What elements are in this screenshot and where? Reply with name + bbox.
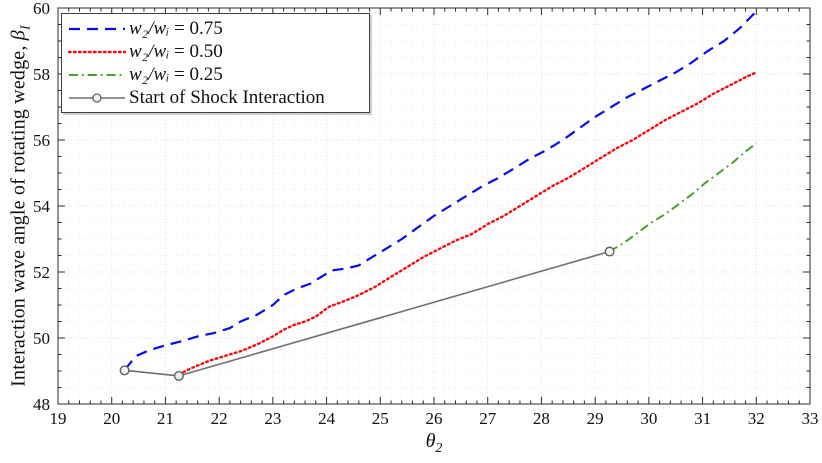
y-tick-label: 48 [33, 395, 50, 414]
x-axis-symbol-sub: 2 [435, 441, 443, 456]
x-tick-label: 24 [318, 409, 336, 428]
legend-item: w₂/wᵢ = 0.75 [68, 17, 369, 40]
x-tick-label: 22 [211, 409, 228, 428]
legend-line-sample [69, 73, 125, 76]
y-tick-label: 56 [33, 131, 50, 150]
x-tick-label: 33 [802, 409, 819, 428]
x-tick-label: 21 [157, 409, 174, 428]
y-tick-label: 52 [33, 263, 50, 282]
x-tick-label: 31 [694, 409, 711, 428]
legend-marker [92, 92, 102, 103]
x-tick-label: 29 [587, 409, 604, 428]
x-tick-label: 25 [372, 409, 389, 428]
tick-marks [57, 7, 811, 405]
legend-item: Start of Shock Interaction [68, 86, 369, 109]
y-tick-labels: 48 50 52 54 56 58 60 [33, 0, 51, 414]
legend-line-sample [68, 50, 126, 53]
y-axis-symbol-sub: I [18, 25, 34, 31]
y-tick-label: 60 [33, 0, 50, 18]
x-tick-label: 32 [748, 409, 765, 428]
y-axis-symbol: β [7, 30, 30, 41]
legend: w₂/wᵢ = 0.75 w₂/wᵢ = 0.50 w₂/wᵢ = 0.25 Star… [61, 13, 370, 113]
series-markers-4 [119, 246, 615, 381]
series-line-2 [177, 71, 758, 376]
x-tick-labels: 19 20 21 22 23 24 25 26 27 28 29 30 31 32 33 [50, 409, 819, 428]
x-axis-symbol: θ [425, 430, 436, 452]
legend-label: w₂/wᵢ = 0.25 [129, 63, 223, 85]
series-line-3 [609, 142, 757, 253]
x-tick-label: 30 [640, 409, 657, 428]
legend-item: w₂/wᵢ = 0.50 [68, 40, 369, 63]
data-marker [173, 370, 184, 381]
x-tick-label: 26 [426, 409, 443, 428]
x-tick-label: 19 [50, 409, 67, 428]
legend-label: Start of Shock Interaction [129, 86, 325, 108]
y-axis-label-text: Interaction wave angle of rotating wedge… [7, 40, 30, 387]
data-marker [119, 365, 130, 376]
x-tick-label: 20 [103, 409, 120, 428]
series-line-1 [124, 10, 758, 371]
legend-label: w₂/wᵢ = 0.75 [129, 17, 223, 39]
x-tick-label: 23 [264, 409, 281, 428]
legend-item: w₂/wᵢ = 0.25 [68, 63, 369, 86]
legend-label: w₂/wᵢ = 0.50 [129, 40, 223, 62]
y-tick-label: 54 [33, 197, 51, 216]
y-tick-label: 50 [33, 329, 50, 348]
x-tick-label: 28 [533, 409, 550, 428]
y-tick-label: 58 [33, 65, 50, 84]
y-axis-label: Interaction wave angle of rotating wedge… [8, 25, 35, 387]
x-axis-label: θ2 [426, 430, 443, 457]
x-tick-label: 27 [479, 409, 497, 428]
legend-line-sample [69, 92, 125, 103]
legend-line-sample [69, 27, 125, 30]
data-marker [604, 246, 615, 257]
